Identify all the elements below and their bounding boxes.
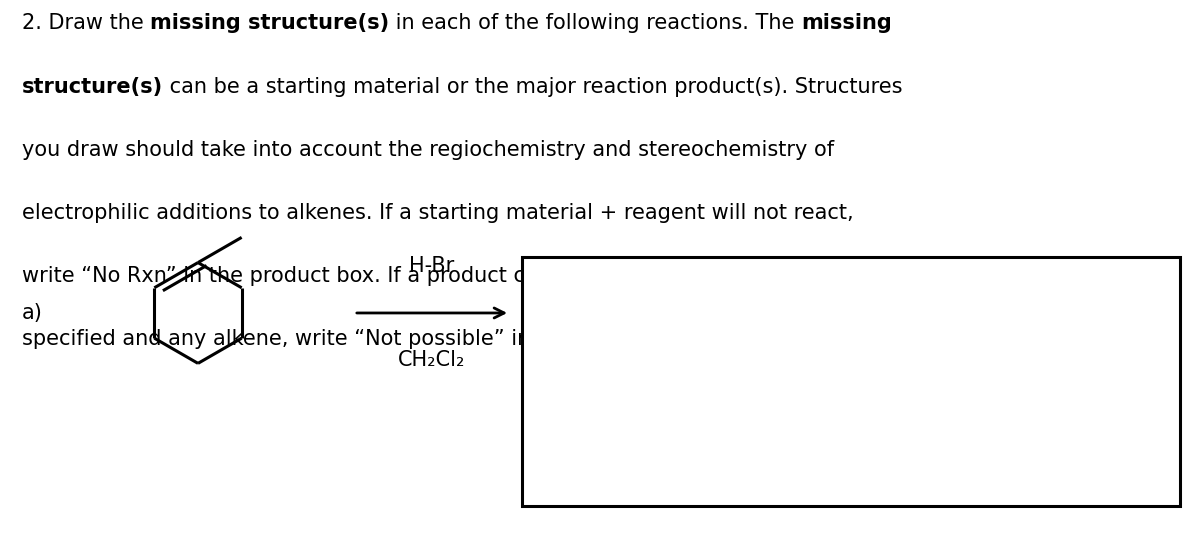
FancyBboxPatch shape — [522, 257, 1180, 506]
Text: can be a starting material or the major reaction product(s). Structures: can be a starting material or the major … — [163, 77, 902, 96]
Text: electrophilic additions to alkenes. If a starting material + reagent will not re: electrophilic additions to alkenes. If a… — [22, 203, 853, 223]
Text: 2. Draw the: 2. Draw the — [22, 13, 150, 33]
Text: H-Br: H-Br — [409, 256, 455, 276]
Text: a): a) — [22, 303, 42, 323]
Text: you draw should take into account the regiochemistry and stereochemistry of: you draw should take into account the re… — [22, 140, 834, 159]
Text: structure(s): structure(s) — [22, 77, 163, 96]
Text: missing structure(s): missing structure(s) — [150, 13, 389, 33]
Text: CH₂Cl₂: CH₂Cl₂ — [398, 350, 466, 370]
Text: in each of the following reactions. The: in each of the following reactions. The — [389, 13, 802, 33]
Text: missing: missing — [802, 13, 892, 33]
Text: write “No Rxn” in the product box. If a product can’t be prepared from the reage: write “No Rxn” in the product box. If a … — [22, 266, 883, 286]
Text: specified and any alkene, write “Not possible” in the reactant box.: specified and any alkene, write “Not pos… — [22, 329, 715, 349]
